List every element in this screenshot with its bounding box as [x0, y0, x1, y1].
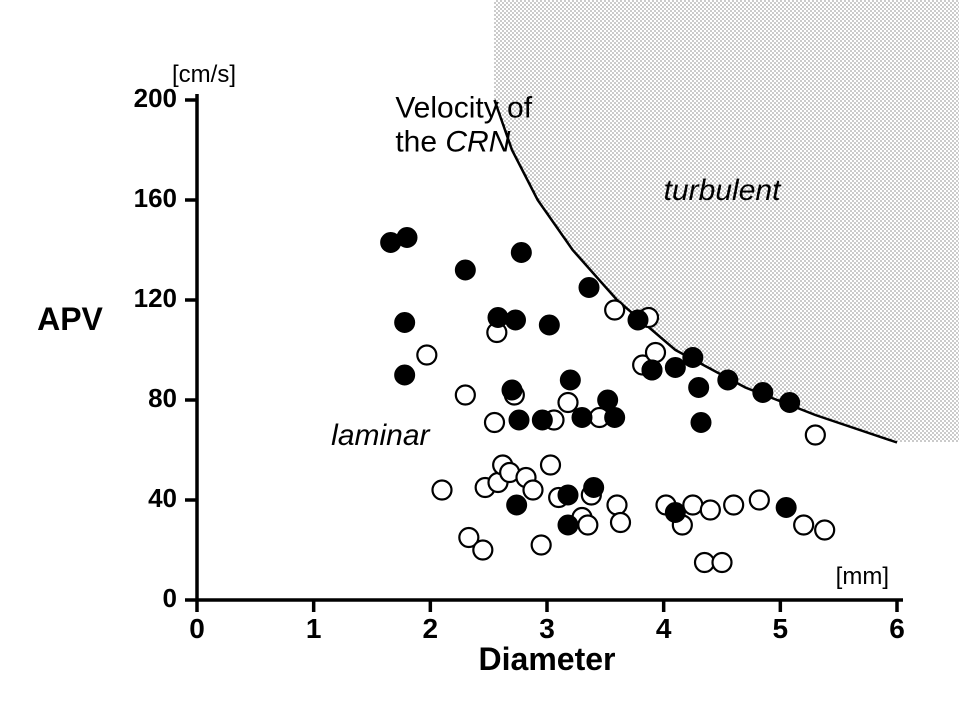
y-tick-label: 80 [148, 383, 177, 413]
data-point [532, 536, 551, 555]
data-point [718, 371, 737, 390]
y-tick-label: 40 [148, 483, 177, 513]
data-point [559, 516, 578, 535]
y-tick-label: 0 [163, 583, 177, 613]
data-point [489, 308, 508, 327]
data-point [713, 553, 732, 572]
data-point [559, 486, 578, 505]
data-point [503, 381, 522, 400]
data-point [815, 521, 834, 540]
data-point [780, 393, 799, 412]
data-point [398, 228, 417, 247]
data-point [573, 408, 592, 427]
data-point [561, 371, 580, 390]
data-point [395, 366, 414, 385]
data-point [541, 456, 560, 475]
data-point [395, 313, 414, 332]
data-point [605, 408, 624, 427]
data-point [608, 496, 627, 515]
data-point [611, 513, 630, 532]
data-point [724, 496, 743, 515]
data-point [524, 481, 543, 500]
x-tick-label: 3 [539, 613, 555, 644]
data-point [506, 311, 525, 330]
data-point [750, 491, 769, 510]
scatter-chart: 0 40 80 120 160 200 0 1 2 3 4 5 6 [cm/s] [mm] APV Di… [0, 0, 959, 719]
data-point [512, 243, 531, 262]
data-point [578, 516, 597, 535]
data-point [629, 311, 648, 330]
data-point [485, 413, 504, 432]
data-point [456, 261, 475, 280]
data-point [683, 348, 702, 367]
y-tick-label: 120 [134, 283, 177, 313]
data-point [695, 553, 714, 572]
data-point [753, 383, 772, 402]
data-point [433, 481, 452, 500]
y-tick-label: 200 [134, 83, 177, 113]
data-point [666, 358, 685, 377]
data-point [777, 498, 796, 517]
data-point [584, 478, 603, 497]
y-unit-label: [cm/s] [172, 61, 236, 88]
y-tick-label: 160 [134, 183, 177, 213]
data-point [605, 301, 624, 320]
chart-container: 0 40 80 120 160 200 0 1 2 3 4 5 6 [cm/s] [mm] APV Di… [0, 0, 959, 719]
data-point [417, 346, 436, 365]
x-tick-label: 2 [423, 613, 439, 644]
data-point [806, 426, 825, 445]
data-point [598, 391, 617, 410]
data-point [692, 413, 711, 432]
x-axis-title: Diameter [479, 641, 616, 677]
turbulent-label: turbulent [664, 174, 782, 207]
data-point [701, 501, 720, 520]
data-point [473, 541, 492, 560]
data-point [533, 411, 552, 430]
data-point [456, 386, 475, 405]
x-tick-label: 5 [773, 613, 789, 644]
data-point [646, 343, 665, 362]
data-point [666, 503, 685, 522]
x-tick-label: 1 [306, 613, 322, 644]
data-point [559, 393, 578, 412]
data-point [510, 411, 529, 430]
laminar-label: laminar [331, 419, 430, 452]
data-point [580, 278, 599, 297]
y-axis-title: APV [37, 301, 103, 337]
data-point [683, 496, 702, 515]
data-point [794, 516, 813, 535]
x-tick-label: 4 [656, 613, 672, 644]
data-point [689, 378, 708, 397]
data-point [540, 316, 559, 335]
x-tick-label: 0 [189, 613, 205, 644]
data-point [643, 361, 662, 380]
x-unit-label: [mm] [836, 563, 889, 590]
data-point [507, 496, 526, 515]
x-tick-label: 6 [889, 613, 905, 644]
